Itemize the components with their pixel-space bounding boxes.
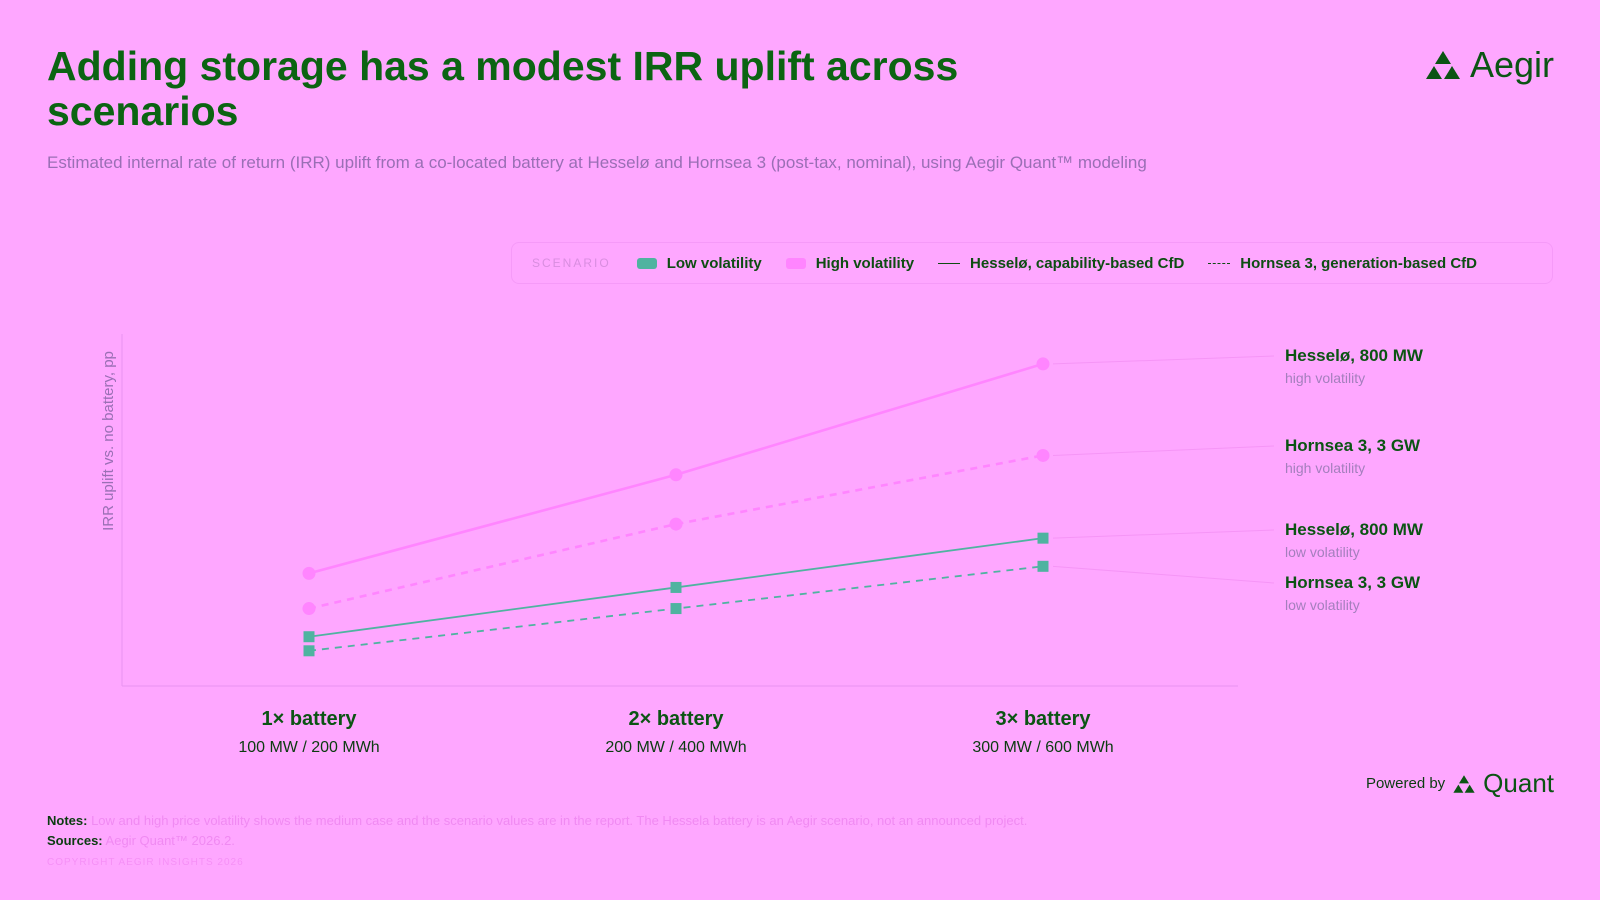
page-subtitle: Estimated internal rate of return (IRR) … [47,153,1147,172]
legend-item-hesselo[interactable]: Hesselø, capability-based CfD [938,255,1184,272]
y-axis-label: IRR uplift vs. no battery, pp [100,351,117,531]
series-sublabel: low volatility [1285,544,1360,560]
data-point [1037,532,1049,544]
data-point [303,631,315,643]
x-tick-label: 1× battery [261,708,357,730]
legend: SCENARIO Low volatility High volatility … [511,242,1553,284]
series-sublabel: high volatility [1285,370,1365,386]
label-leader [1052,529,1275,539]
logo-text: Aegir [1469,44,1554,85]
series-sublabel: low volatility [1285,597,1360,613]
data-point [302,566,316,580]
data-point [302,602,316,616]
triangle-logo-icon [1453,774,1475,793]
aegir-logo: Aegir [1425,44,1554,86]
legend-item-low-volatility[interactable]: Low volatility [636,254,762,272]
series-label: Hesselø, 800 MW [1285,520,1424,539]
label-leader [1052,565,1275,584]
powered-by-quant: Powered by Quant [1366,768,1554,799]
data-point [303,645,315,657]
x-tick-sublabel: 200 MW / 400 MWh [605,739,746,756]
copyright: COPYRIGHT AEGIR INSIGHTS 2026 [47,857,244,868]
page-title: Adding storage has a modest IRR uplift a… [47,43,959,134]
series-label: Hesselø, 800 MW [1285,346,1424,365]
legend-label: Hornsea 3, generation-based CfD [1240,254,1477,272]
legend-solid-line [938,262,961,264]
data-point [1036,357,1050,371]
sources-label: Sources: [47,833,103,848]
legend-item-hornsea[interactable]: Hornsea 3, generation-based CfD [1208,255,1477,272]
x-tick-sublabel: 100 MW / 200 MWh [238,739,379,756]
notes-text: Low and high price volatility shows the … [91,813,1028,828]
data-point [1036,448,1050,462]
series-sublabel: high volatility [1285,460,1365,476]
legend-swatch-high [785,257,806,269]
data-point [670,581,682,593]
data-point [669,468,683,482]
legend-swatch-low [636,257,657,269]
quant-product-name: Quant [1483,768,1554,798]
x-tick-label: 3× battery [995,708,1091,730]
legend-dashed-line [1208,262,1231,264]
data-point [670,603,682,615]
legend-label: Hesselø, capability-based CfD [970,254,1185,272]
footer-notes: Notes: Low and high price volatility sho… [47,811,1027,851]
sources-text: Aegir Quant™ 2026.2. [105,833,235,848]
legend-heading: SCENARIO [532,256,611,270]
legend-label: High volatility [815,254,915,272]
label-leader [1052,445,1275,456]
series-label: Hornsea 3, 3 GW [1285,573,1421,592]
series-line [308,454,1044,610]
data-point [669,517,683,531]
notes-label: Notes: [47,813,88,828]
x-tick-sublabel: 300 MW / 600 MWh [972,739,1113,756]
label-leader [1052,355,1275,365]
powered-by-label: Powered by [1365,775,1446,792]
legend-item-high-volatility[interactable]: High volatility [785,254,915,272]
triangle-logo-icon [1425,51,1460,79]
data-point [1037,560,1049,572]
series-label: Hornsea 3, 3 GW [1285,436,1421,455]
x-tick-label: 2× battery [628,708,724,730]
legend-label: Low volatility [666,254,762,272]
